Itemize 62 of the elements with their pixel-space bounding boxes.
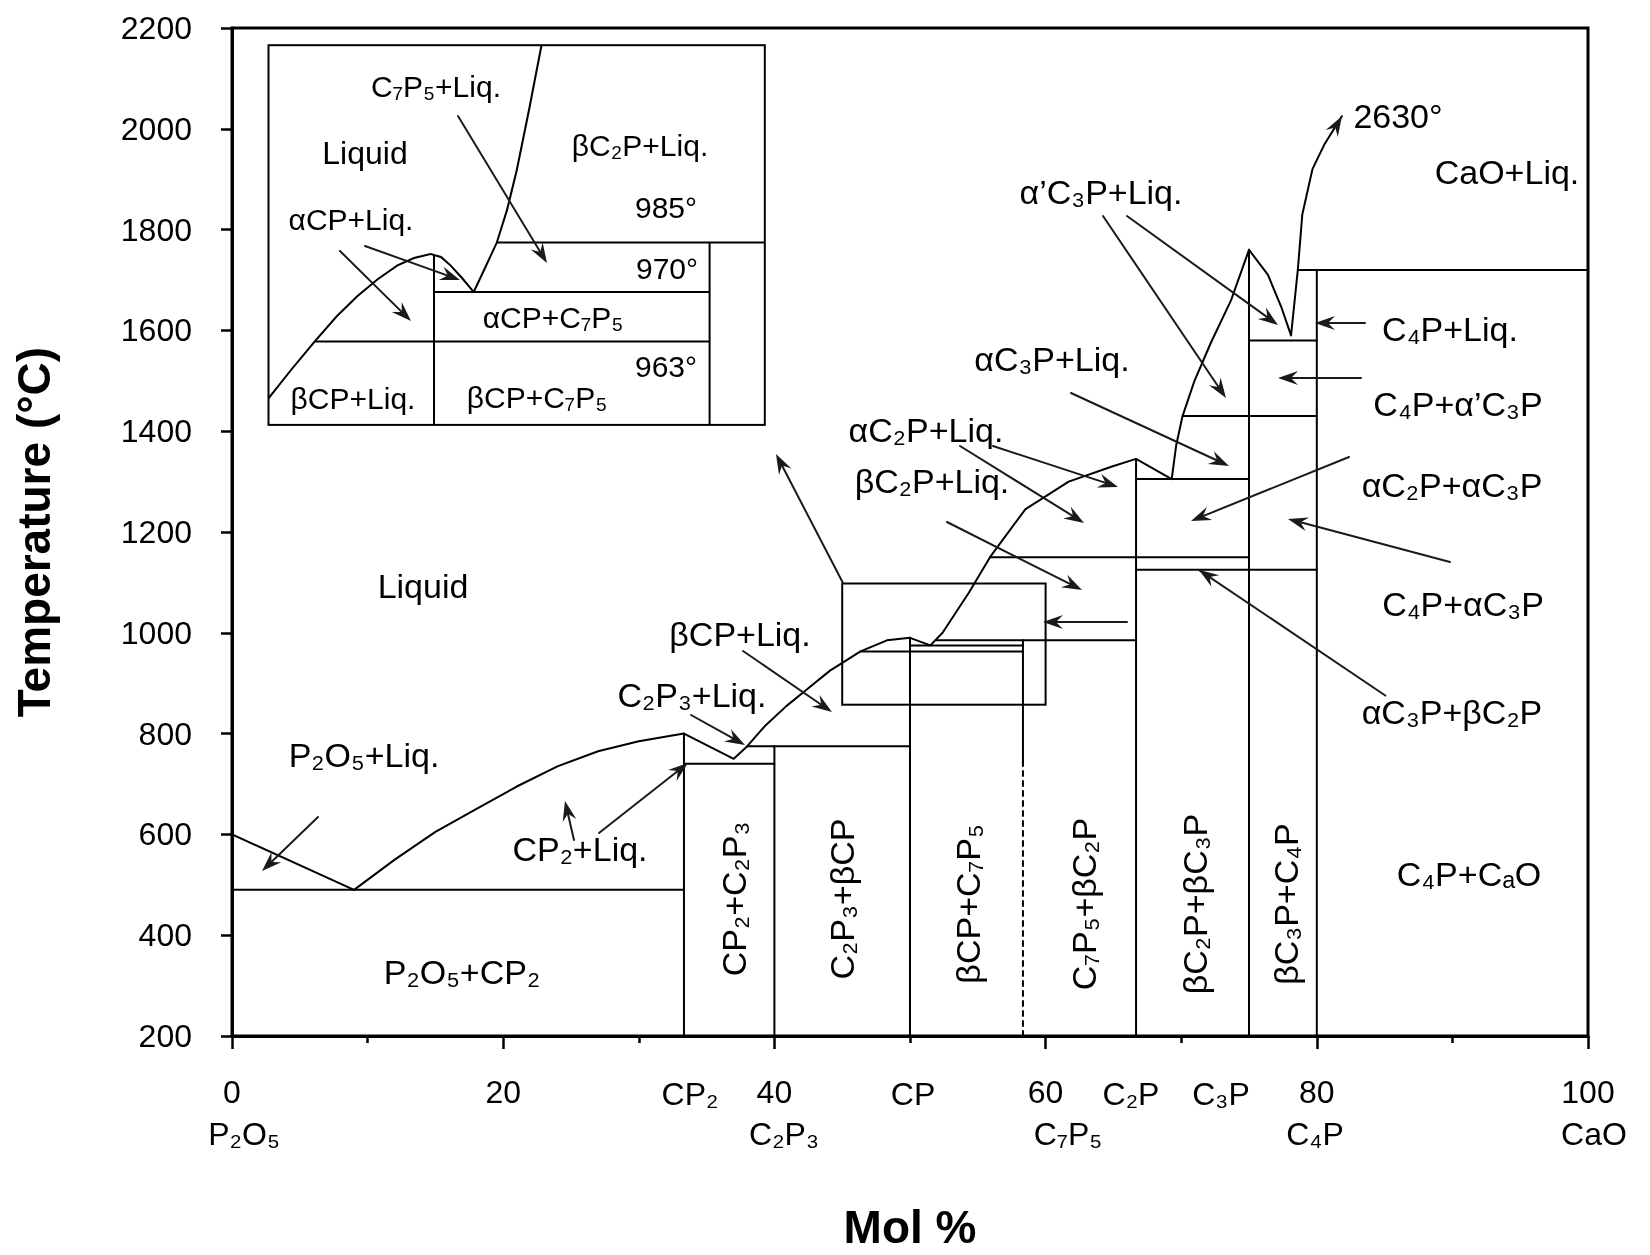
y-tick-label: 2200 — [120, 10, 192, 46]
annotation: Liquid — [377, 567, 469, 605]
y-axis-title: Temperature (°C) — [8, 346, 60, 718]
x-axis-title: Mol % — [843, 1201, 977, 1253]
text: CP — [890, 1076, 936, 1112]
annotation: βCP+C₇P₅ — [466, 380, 608, 414]
annotation: CP₂+Liq. — [512, 830, 648, 868]
annotation: 963° — [634, 349, 698, 383]
x-tick-label: 40 — [756, 1074, 793, 1110]
annotation: C₇P₅+Liq. — [371, 69, 501, 103]
annotation: P₂O₅+CP₂ — [383, 953, 541, 991]
annotation: C₂P₃+βCP — [823, 818, 861, 980]
text: C₇P₅ — [1033, 1116, 1103, 1152]
x-tick-label: 0 — [223, 1074, 241, 1110]
annotation: βC₂P+βC₃P — [1176, 813, 1214, 995]
y-tick-label: 200 — [138, 1018, 192, 1054]
y-tick-label: 1200 — [120, 514, 192, 550]
x-tick-label: 20 — [485, 1074, 521, 1110]
annotation: αC₂P+Liq. — [848, 411, 1004, 449]
annotation: αC₂P+αC₃P — [1361, 466, 1543, 504]
annotation: 985° — [634, 190, 698, 224]
annotation: CP₂+C₂P₃ — [715, 821, 753, 977]
x-tick-label: 80 — [1299, 1074, 1335, 1110]
y-tick-label: 600 — [138, 816, 192, 853]
annotation: C₄P+Liq. — [1382, 310, 1518, 348]
x-tick-label: 100 — [1561, 1074, 1615, 1110]
y-tick-label: 2000 — [120, 110, 192, 147]
annotation: βC₂P+Liq. — [854, 462, 1010, 500]
annotation: 970° — [635, 251, 699, 285]
annotation: βC₂P+Liq. — [571, 128, 709, 162]
text: P₂O₅ — [208, 1116, 280, 1152]
text: C₂P₃ — [749, 1116, 819, 1152]
annotation: P₂O₅+Liq. — [288, 736, 440, 774]
annotation: βC₃P+C₄P — [1267, 823, 1305, 985]
annotation: Liquid — [322, 135, 408, 171]
y-tick-label: 1800 — [120, 211, 192, 248]
annotation: βCP+Liq. — [669, 615, 811, 653]
y-tick-label: 800 — [138, 715, 192, 752]
annotation: αC₃P+βC₂P — [1361, 693, 1543, 731]
annotation: αCP+C₇P₅ — [482, 300, 624, 334]
y-tick-label: 1400 — [120, 413, 192, 450]
annotation: αCP+Liq. — [288, 202, 414, 236]
annotation: βCP+Liq. — [290, 381, 416, 415]
text: C₂P — [1102, 1076, 1160, 1112]
y-tick-label: 1600 — [120, 312, 192, 349]
text: CaO — [1561, 1116, 1627, 1152]
annotation: α’C₃P+Liq. — [1019, 173, 1183, 211]
text: CP₂ — [661, 1076, 719, 1112]
annotation: C₄P+α’C₃P — [1373, 385, 1543, 423]
text: C₄P — [1286, 1116, 1344, 1152]
text: C₃P — [1192, 1076, 1250, 1112]
annotation: αC₃P+Liq. — [974, 340, 1130, 378]
annotation: C₇P₅+βC₂P — [1065, 817, 1103, 991]
y-tick-label: 1000 — [120, 614, 192, 651]
annotation: CaO+Liq. — [1434, 153, 1580, 191]
annotation: 2630° — [1353, 97, 1443, 135]
annotation: C₄P+αC₃P — [1382, 585, 1544, 623]
annotation: βCP+C₇P₅ — [949, 824, 987, 984]
annotation: C₂P₃+Liq. — [617, 676, 767, 714]
x-tick-label: 60 — [1027, 1074, 1064, 1110]
y-tick-label: 400 — [138, 917, 192, 954]
annotation: C₄P+CₐO — [1396, 855, 1542, 893]
